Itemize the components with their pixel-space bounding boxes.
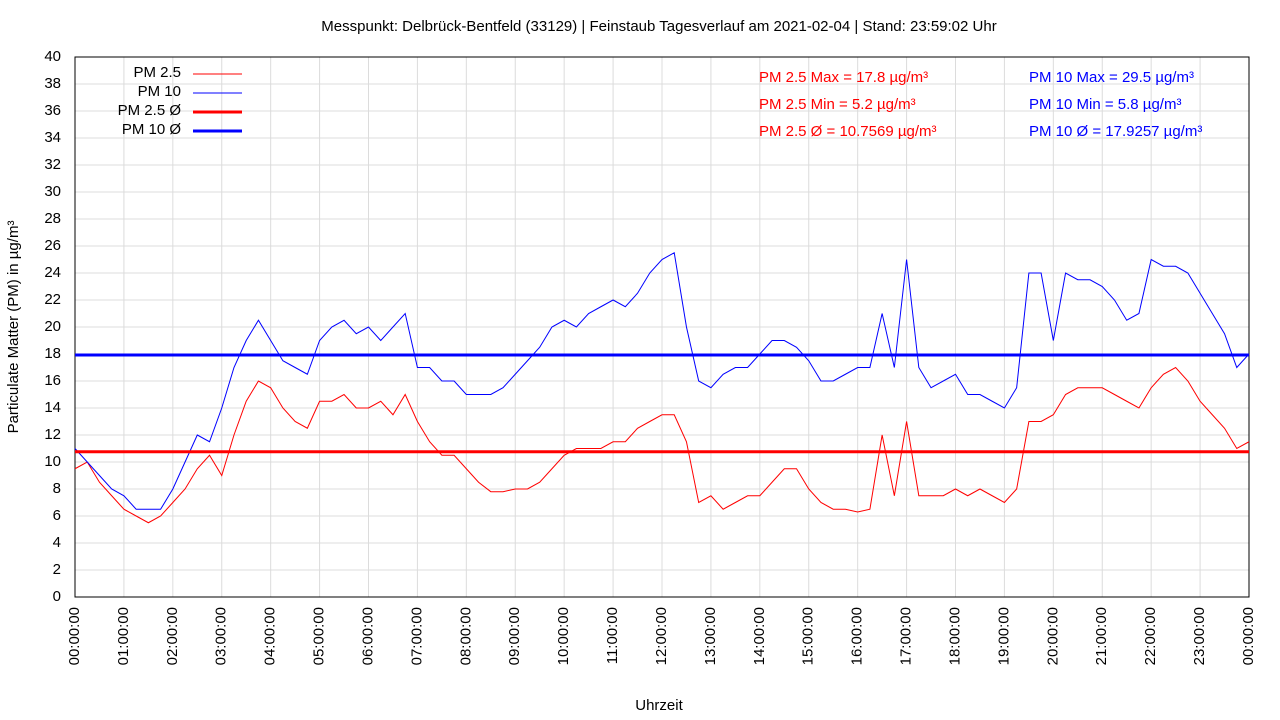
annotation: PM 10 Ø = 17.9257 µg/m³ [1029, 123, 1202, 140]
x-tick-label: 21:00:00 [1093, 607, 1110, 665]
x-tick-label: 16:00:00 [849, 607, 866, 665]
y-axis-label: Particulate Matter (PM) in µg/m³ [5, 221, 22, 434]
x-tick-label: 19:00:00 [995, 607, 1012, 665]
y-tick-label: 38 [44, 75, 61, 92]
y-tick-label: 36 [44, 102, 61, 119]
y-tick-label: 40 [44, 48, 61, 65]
y-tick-label: 2 [53, 561, 61, 578]
y-tick-label: 20 [44, 318, 61, 335]
x-tick-label: 01:00:00 [115, 607, 132, 665]
x-tick-label: 15:00:00 [800, 607, 817, 665]
y-tick-label: 16 [44, 372, 61, 389]
annotation: PM 10 Min = 5.8 µg/m³ [1029, 96, 1181, 113]
y-tick-label: 28 [44, 210, 61, 227]
y-tick-label: 32 [44, 156, 61, 173]
x-tick-label: 11:00:00 [604, 607, 621, 664]
x-tick-label: 13:00:00 [702, 607, 719, 665]
y-tick-label: 4 [53, 534, 61, 551]
x-tick-label: 02:00:00 [164, 607, 181, 665]
x-tick-label: 08:00:00 [457, 607, 474, 665]
x-tick-label: 10:00:00 [555, 607, 572, 665]
x-axis-label: Uhrzeit [635, 697, 683, 714]
y-tick-label: 6 [53, 507, 61, 524]
x-tick-label: 04:00:00 [262, 607, 279, 665]
plot-border [74, 56, 1250, 598]
legend-label: PM 2.5 Ø [118, 102, 182, 119]
y-tick-label: 8 [53, 480, 61, 497]
y-tick-label: 34 [44, 129, 61, 146]
y-tick-label: 14 [44, 399, 61, 416]
x-tick-label: 05:00:00 [311, 607, 328, 665]
annotation: PM 2.5 Max = 17.8 µg/m³ [759, 69, 928, 86]
y-tick-label: 24 [44, 264, 61, 281]
x-tick-label: 12:00:00 [653, 607, 670, 665]
data-line [74, 251, 1250, 510]
annotation: PM 2.5 Ø = 10.7569 µg/m³ [759, 123, 936, 140]
y-tick-label: 30 [44, 183, 61, 200]
x-tick-label: 20:00:00 [1044, 607, 1061, 665]
x-tick-label: 00:00:00 [1240, 607, 1257, 665]
annotation: PM 10 Max = 29.5 µg/m³ [1029, 69, 1194, 86]
x-tick-label: 18:00:00 [946, 607, 963, 665]
data-line [74, 366, 1250, 524]
x-tick-label: 07:00:00 [408, 607, 425, 665]
y-tick-label: 18 [44, 345, 61, 362]
legend-label: PM 10 [138, 83, 181, 100]
x-tick-label: 03:00:00 [213, 607, 230, 665]
annotation: PM 2.5 Min = 5.2 µg/m³ [759, 96, 916, 113]
legend-label: PM 10 Ø [122, 121, 182, 138]
x-tick-label: 00:00:00 [66, 607, 83, 665]
x-tick-label: 06:00:00 [359, 607, 376, 665]
chart-title: Messpunkt: Delbrück-Bentfeld (33129) | F… [321, 18, 996, 35]
x-tick-label: 23:00:00 [1191, 607, 1208, 665]
y-tick-label: 10 [44, 453, 61, 470]
x-tick-label: 22:00:00 [1142, 607, 1159, 665]
y-tick-label: 22 [44, 291, 61, 308]
x-tick-label: 09:00:00 [506, 607, 523, 665]
x-tick-label: 17:00:00 [898, 607, 915, 665]
y-tick-label: 12 [44, 426, 61, 443]
y-tick-label: 26 [44, 237, 61, 254]
y-tick-label: 0 [53, 588, 61, 605]
x-tick-label: 14:00:00 [751, 607, 768, 665]
legend-label: PM 2.5 [133, 64, 181, 81]
